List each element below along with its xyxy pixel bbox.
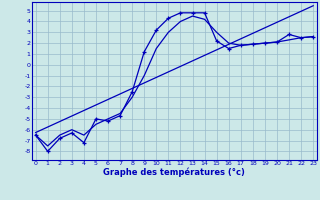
X-axis label: Graphe des températures (°c): Graphe des températures (°c) (103, 168, 245, 177)
